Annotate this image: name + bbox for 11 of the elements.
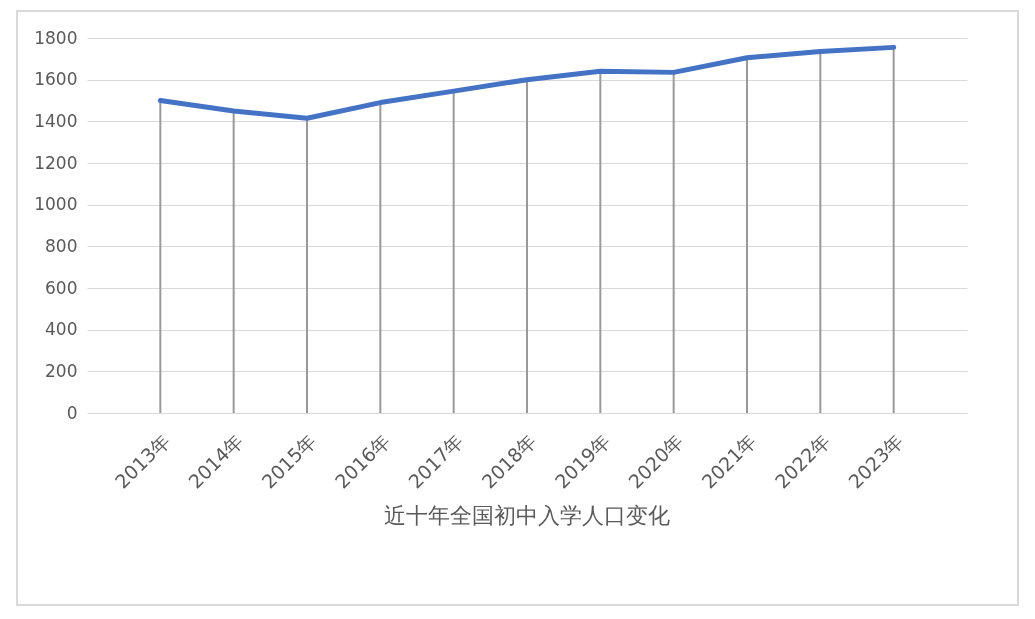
y-tick-label: 1800: [34, 27, 78, 48]
y-tick-label: 200: [45, 360, 78, 381]
y-tick-label: 1600: [34, 69, 78, 90]
y-tick-label: 800: [45, 235, 78, 256]
y-tick-label: 1400: [34, 110, 78, 131]
y-tick-label: 1000: [34, 194, 78, 215]
text: 近十年全国初中入学人口变化: [384, 503, 670, 529]
y-tick-label: 400: [45, 319, 78, 340]
y-tick-label: 0: [66, 402, 78, 423]
y-tick-label: 600: [45, 277, 78, 298]
y-tick-label: 1200: [34, 152, 78, 173]
